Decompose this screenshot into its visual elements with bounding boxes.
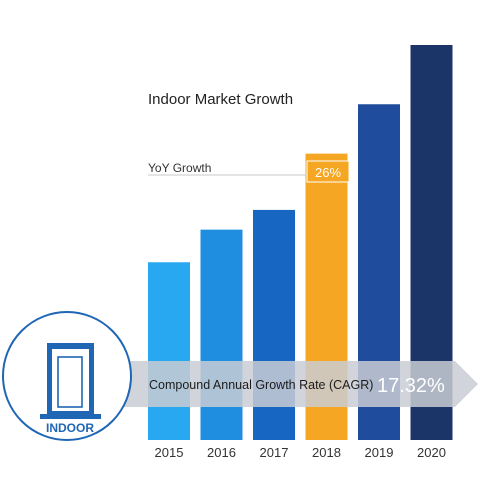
bar-2016 xyxy=(200,229,243,440)
yoy-value-box xyxy=(306,160,350,183)
yoy-growth-label: YoY Growth xyxy=(148,161,211,175)
cagr-arrow xyxy=(100,361,478,407)
badge-label: INDOOR xyxy=(46,421,94,435)
tick-label-2020: 2020 xyxy=(417,445,446,460)
tick-label-2017: 2017 xyxy=(260,445,289,460)
tick-label-2016: 2016 xyxy=(207,445,236,460)
bar-2015 xyxy=(148,262,190,440)
cagr-label: Compound Annual Growth Rate (CAGR) xyxy=(149,378,373,392)
x-axis-labels: 2015 2016 2017 2018 2019 2020 xyxy=(155,445,446,460)
chart-title: Indoor Market Growth xyxy=(148,91,293,108)
tick-label-2015: 2015 xyxy=(155,445,184,460)
cagr-value: 17.32% xyxy=(377,375,445,397)
yoy-growth-value: 26% xyxy=(315,165,341,180)
tick-label-2018: 2018 xyxy=(312,445,341,460)
tick-label-2019: 2019 xyxy=(365,445,394,460)
indoor-badge: INDOOR xyxy=(2,311,132,441)
door-icon xyxy=(40,343,101,419)
